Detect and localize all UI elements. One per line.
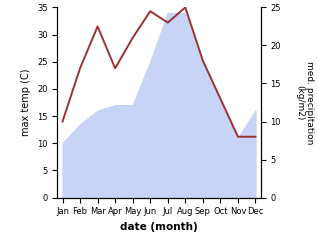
X-axis label: date (month): date (month) <box>120 222 198 232</box>
Y-axis label: med. precipitation
(kg/m2): med. precipitation (kg/m2) <box>295 61 314 144</box>
Y-axis label: max temp (C): max temp (C) <box>21 69 31 136</box>
